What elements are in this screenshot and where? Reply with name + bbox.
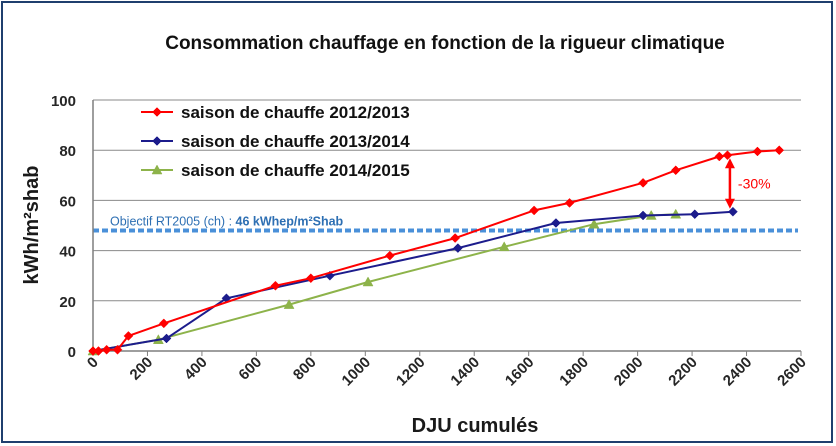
reference-line-label: Objectif RT2005 (ch) : 46 kWhep/m²Shab	[110, 215, 344, 229]
series-marker	[728, 206, 738, 217]
x-tick-label: 600	[235, 354, 265, 384]
x-tick-label: 1800	[556, 354, 592, 390]
series-marker	[722, 150, 733, 161]
series-marker	[283, 299, 295, 309]
series-marker	[101, 344, 112, 355]
series-line	[92, 213, 676, 352]
x-tick-label: 1000	[339, 354, 375, 390]
annotation-arrow-head-down	[724, 198, 735, 209]
y-tick-label: 20	[59, 294, 76, 311]
series-marker	[362, 276, 374, 287]
chart-title: Consommation chauffage en fonction de la…	[165, 33, 725, 54]
series-marker	[670, 165, 681, 176]
x-tick-label: 1200	[393, 354, 429, 390]
x-tick-label: 0	[84, 354, 102, 372]
series-marker	[551, 218, 561, 228]
series-marker	[123, 331, 134, 341]
series-marker	[564, 198, 575, 208]
annotation-label: -30%	[738, 175, 771, 191]
series-marker	[151, 164, 163, 175]
x-tick-label: 800	[290, 354, 320, 384]
y-tick-label: 60	[59, 193, 76, 210]
x-tick-label: 2400	[720, 354, 756, 390]
annotation-arrow-head-up	[724, 158, 735, 169]
series-marker	[152, 107, 162, 117]
series-marker	[689, 209, 700, 220]
series-marker	[498, 241, 510, 252]
gridlines	[93, 99, 801, 302]
legend-label: saison de chauffe 2014/2015	[181, 161, 410, 180]
x-axis-title: DJU cumulés	[412, 415, 539, 437]
series-marker	[384, 250, 395, 261]
series-marker	[774, 145, 785, 156]
series-marker	[588, 218, 600, 229]
x-tick-label: 200	[127, 354, 157, 384]
series-marker	[112, 344, 123, 355]
series-marker	[453, 243, 463, 253]
y-tick-label: 80	[59, 143, 76, 160]
y-tick-label: 40	[59, 244, 76, 261]
x-tick-label: 1600	[502, 354, 538, 390]
series-marker	[161, 333, 172, 344]
annotation-group: -30%	[724, 158, 771, 209]
y-axis-title: kWh/m²shab	[21, 166, 43, 285]
series-marker	[638, 177, 648, 188]
series-marker	[158, 318, 169, 329]
legend-label: saison de chauffe 2013/2014	[181, 132, 410, 151]
legend-label: saison de chauffe 2012/2013	[181, 103, 410, 122]
series-line	[92, 210, 733, 352]
series-marker	[93, 346, 104, 356]
x-tick-label: 2000	[611, 354, 647, 390]
y-tick-label: 100	[51, 93, 76, 110]
y-tick-label: 0	[68, 344, 76, 361]
series-marker	[638, 210, 648, 221]
series-marker	[450, 233, 461, 243]
x-tick-label: 1400	[447, 354, 483, 390]
legend: saison de chauffe 2012/2013 saison de cha…	[141, 103, 410, 180]
series-marker	[752, 146, 763, 157]
series-lines	[87, 145, 785, 356]
series-marker	[529, 205, 539, 216]
series-marker	[714, 151, 725, 162]
reference-line-group: Objectif RT2005 (ch) : 46 kWhep/m²Shab	[93, 215, 798, 233]
series-marker	[152, 136, 162, 146]
x-tick-label: 2200	[665, 354, 701, 390]
x-tick-label: 400	[181, 354, 211, 384]
series-marker	[270, 280, 281, 291]
series-marker	[305, 273, 316, 284]
x-tick-label: 2600	[774, 354, 810, 390]
